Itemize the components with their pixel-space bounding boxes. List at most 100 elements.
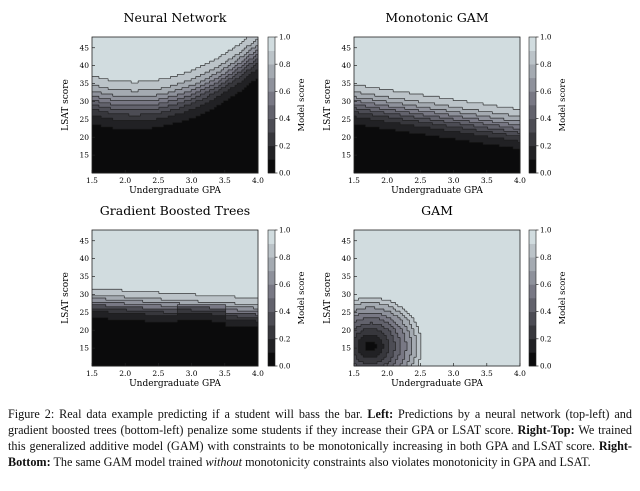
y-axis-label: LSAT score [61, 272, 71, 324]
colorbar-tick-label: 0.6 [540, 280, 552, 289]
colorbar-segment [529, 118, 536, 133]
colorbar-tick-label: 0.0 [279, 169, 291, 178]
x-tick-label: 2.5 [414, 369, 426, 378]
colorbar-tick-label: 0.4 [279, 114, 291, 123]
y-tick-label: 40 [79, 254, 89, 263]
panel-title: Monotonic GAM [385, 10, 488, 25]
plot-frame [91, 229, 259, 367]
panel-neural-network: Neural Network 1.5 2.0 2.5 3.0 3.5 4.0 15 20 25 30… [61, 10, 307, 196]
colorbar-segment [268, 284, 275, 299]
panel-monotonic-gam: Monotonic GAM 1.5 2.0 2.5 3.0 3.5 4.0 15 20 25 30 3… [323, 10, 568, 196]
colorbar-tick-label: 0.8 [540, 60, 552, 69]
colorbar-segment [529, 230, 536, 244]
y-tick-label: 30 [79, 97, 89, 106]
colorbar-segment [529, 64, 536, 79]
y-tick-label: 30 [341, 290, 351, 299]
colorbar-tick-label: 0.8 [279, 60, 291, 69]
colorbar-segment [268, 145, 275, 160]
colorbar-segment [529, 132, 536, 147]
x-tick-label: 2.0 [119, 176, 131, 185]
colorbar-tick-label: 0.2 [279, 334, 290, 343]
x-tick-label: 3.5 [219, 176, 231, 185]
contour-lines [92, 288, 258, 327]
colorbar-segment [268, 311, 275, 326]
x-tick-label: 2.5 [414, 176, 426, 185]
y-tick-label: 45 [341, 236, 351, 245]
figure-caption: Figure 2: Real data example predicting i… [8, 406, 632, 470]
colorbar-segment [268, 338, 275, 353]
colorbar: 0.0 0.2 0.4 0.6 0.8 1.0 Model score [528, 33, 568, 178]
colorbar-tick-label: 0.8 [279, 253, 291, 262]
x-tick-label: 2.0 [119, 369, 131, 378]
colorbar-segment [268, 325, 275, 340]
x-tick-label: 2.0 [381, 176, 393, 185]
colorbar: 0.0 0.2 0.4 0.6 0.8 1.0 Model score [267, 33, 307, 178]
colorbar-segment [268, 105, 275, 119]
x-axis-label: Undergraduate GPA [391, 186, 483, 196]
figure: Neural Network 1.5 2.0 2.5 3.0 3.5 4.0 15 20 25 30… [61, 10, 568, 389]
colorbar-tick-label: 0.2 [540, 141, 551, 150]
x-tick-label: 3.0 [448, 369, 460, 378]
colorbar-segment [268, 132, 275, 147]
colorbar-segment [268, 37, 275, 51]
caption-text-5: monotonicity constraints also violates m… [242, 455, 591, 469]
y-tick-label: 20 [79, 133, 89, 142]
y-tick-label: 40 [79, 61, 89, 70]
colorbar-segment [529, 311, 536, 326]
colorbar-tick-label: 0.6 [279, 280, 291, 289]
x-tick-label: 2.0 [381, 369, 393, 378]
colorbar-segment [529, 159, 536, 174]
y-tick-label: 25 [341, 115, 351, 124]
colorbar-tick-label: 1.0 [279, 226, 291, 235]
colorbar-segment [529, 352, 536, 367]
colorbar-segment [268, 270, 275, 285]
colorbar-segment [268, 118, 275, 133]
y-tick-label: 20 [79, 326, 89, 335]
plot-frame [91, 36, 259, 174]
y-tick-label: 40 [341, 61, 351, 70]
colorbar: 0.0 0.2 0.4 0.6 0.8 1.0 Model score [267, 226, 307, 371]
colorbar-segment [529, 37, 536, 51]
contour-fill [354, 230, 521, 367]
y-tick-label: 40 [341, 254, 351, 263]
y-axis-label: LSAT score [323, 79, 333, 131]
y-tick-label: 35 [341, 272, 351, 281]
colorbar-label: Model score [558, 271, 568, 324]
colorbar-tick-label: 0.8 [540, 253, 552, 262]
x-tick-label: 1.5 [86, 369, 98, 378]
x-tick-label: 1.5 [86, 176, 98, 185]
colorbar-tick-label: 1.0 [540, 226, 552, 235]
x-axis-label: Undergraduate GPA [129, 186, 221, 196]
y-tick-label: 45 [79, 43, 89, 52]
colorbar-segment [268, 298, 275, 312]
panel-gam: GAM 1.5 2.0 2.5 3.0 3.5 4.0 15 20 25 30 35 40 45 Under… [323, 203, 568, 389]
contour-lines [354, 84, 520, 150]
x-tick-label: 3.0 [186, 369, 198, 378]
caption-bold-right-bottom: Right-Bottom: [8, 439, 632, 469]
y-tick-label: 15 [341, 344, 351, 353]
colorbar-tick-label: 0.0 [540, 169, 552, 178]
caption-bold-left: Left: [367, 407, 394, 421]
y-tick-label: 20 [341, 326, 351, 335]
colorbar-tick-label: 0.2 [279, 141, 290, 150]
colorbar-segment [268, 64, 275, 79]
contour-lines [354, 297, 422, 366]
colorbar-segment [529, 243, 536, 258]
colorbar-segment [268, 50, 275, 65]
y-tick-label: 35 [79, 272, 89, 281]
colorbar-segment [529, 325, 536, 340]
colorbar-tick-label: 0.4 [540, 307, 552, 316]
colorbar-segment [529, 91, 536, 106]
y-tick-label: 15 [341, 151, 351, 160]
x-tick-label: 3.5 [481, 369, 493, 378]
y-tick-label: 45 [341, 43, 351, 52]
caption-italic-without: without [205, 455, 243, 469]
x-tick-label: 2.5 [152, 369, 164, 378]
x-tick-label: 2.5 [152, 176, 164, 185]
y-tick-label: 35 [79, 79, 89, 88]
colorbar-segment [268, 352, 275, 367]
colorbar-label: Model score [297, 78, 307, 131]
y-tick-label: 30 [341, 97, 351, 106]
plot-frame [353, 229, 521, 367]
panel-title: Neural Network [124, 10, 227, 25]
